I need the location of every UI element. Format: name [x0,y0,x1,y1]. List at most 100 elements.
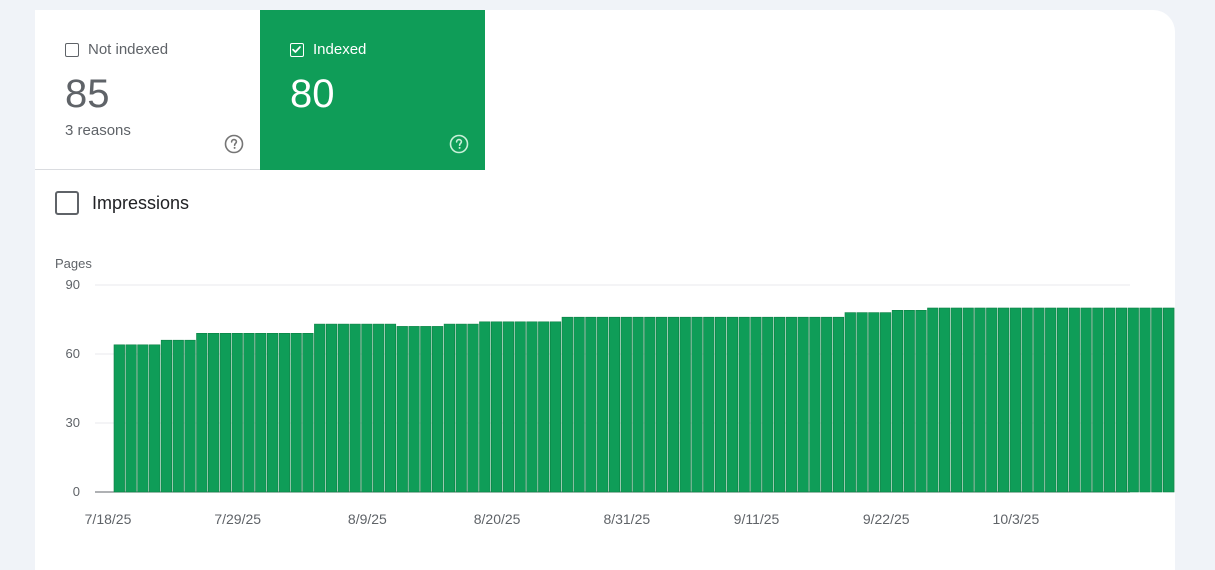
bar[interactable] [832,316,845,493]
bar[interactable] [974,307,986,493]
bar[interactable] [785,316,797,493]
bar[interactable] [809,316,821,493]
bar[interactable] [821,316,833,493]
bar[interactable] [1163,307,1175,493]
bar[interactable] [1033,307,1045,493]
bar[interactable] [644,316,656,493]
bar[interactable] [278,333,290,493]
bar[interactable] [361,323,373,493]
bar[interactable] [125,344,137,493]
bar[interactable] [549,321,562,493]
impressions-checkbox[interactable] [55,191,79,215]
bar[interactable] [172,339,184,493]
not-indexed-tile[interactable]: Not indexed 85 3 reasons [35,10,260,170]
bar[interactable] [762,316,774,493]
bar[interactable] [1127,307,1139,493]
bar[interactable] [231,333,243,493]
bar[interactable] [219,333,232,493]
bar[interactable] [490,321,503,493]
bar[interactable] [432,326,444,493]
bar[interactable] [266,333,279,493]
bar[interactable] [538,321,550,493]
bar[interactable] [479,321,491,493]
bar[interactable] [1092,307,1104,493]
indexed-tile[interactable]: Indexed 80 [260,10,485,170]
bar[interactable] [585,316,597,493]
bar[interactable] [632,316,644,493]
bar[interactable] [903,310,915,493]
bar[interactable] [502,321,514,493]
bar[interactable] [149,344,161,493]
impressions-toggle[interactable]: Impressions [55,191,189,215]
bar[interactable] [1045,307,1057,493]
bar[interactable] [880,312,892,493]
bar[interactable] [844,312,856,493]
bar[interactable] [597,316,609,493]
bar[interactable] [891,310,904,493]
bar[interactable] [1056,307,1069,493]
bar[interactable] [620,316,632,493]
bar[interactable] [1151,307,1163,493]
bar[interactable] [915,310,927,493]
bar[interactable] [1080,307,1092,493]
bar[interactable] [856,312,868,493]
not-indexed-checkbox[interactable] [65,42,79,57]
bar[interactable] [255,333,267,493]
bar[interactable] [184,339,196,493]
bar[interactable] [1104,307,1116,493]
bar[interactable] [726,316,738,493]
bar[interactable] [962,307,974,493]
bar[interactable] [373,323,385,493]
bar[interactable] [667,316,680,493]
bar[interactable] [160,339,173,493]
bar[interactable] [384,323,397,493]
bar[interactable] [1021,307,1033,493]
bar[interactable] [656,316,668,493]
bar[interactable] [196,333,208,493]
bar[interactable] [573,316,585,493]
bar[interactable] [337,323,349,493]
bar[interactable] [137,344,149,493]
bar[interactable] [314,323,326,493]
bar[interactable] [738,316,750,493]
bar[interactable] [1139,307,1151,493]
bar[interactable] [1068,307,1080,493]
bar[interactable] [927,307,939,493]
bar[interactable] [514,321,526,493]
bar[interactable] [396,326,408,493]
bar[interactable] [290,333,302,493]
bar[interactable] [938,307,951,493]
bar[interactable] [797,316,809,493]
bar[interactable] [1115,307,1128,493]
help-circle-icon[interactable] [224,134,244,154]
y-tick-label: 0 [73,484,80,499]
indexed-checkbox[interactable] [290,42,304,57]
not-indexed-reasons: 3 reasons [65,122,131,139]
bar[interactable] [750,316,762,493]
bar[interactable] [986,307,998,493]
bar[interactable] [608,316,621,493]
bar[interactable] [526,321,538,493]
bar[interactable] [208,333,220,493]
bar[interactable] [420,326,432,493]
bar[interactable] [773,316,786,493]
bar[interactable] [113,344,125,493]
bar[interactable] [1009,307,1021,493]
bar[interactable] [691,316,703,493]
bar[interactable] [302,333,314,493]
bar[interactable] [443,323,456,493]
bar[interactable] [455,323,467,493]
bar[interactable] [703,316,715,493]
bar[interactable] [997,307,1010,493]
bar[interactable] [868,312,880,493]
bar[interactable] [679,316,691,493]
bar[interactable] [714,316,727,493]
bar[interactable] [243,333,255,493]
bar[interactable] [467,323,479,493]
bar[interactable] [325,323,338,493]
help-circle-icon[interactable] [449,134,469,154]
bar[interactable] [950,307,962,493]
bar[interactable] [561,316,573,493]
bar[interactable] [349,323,361,493]
bar[interactable] [408,326,420,493]
